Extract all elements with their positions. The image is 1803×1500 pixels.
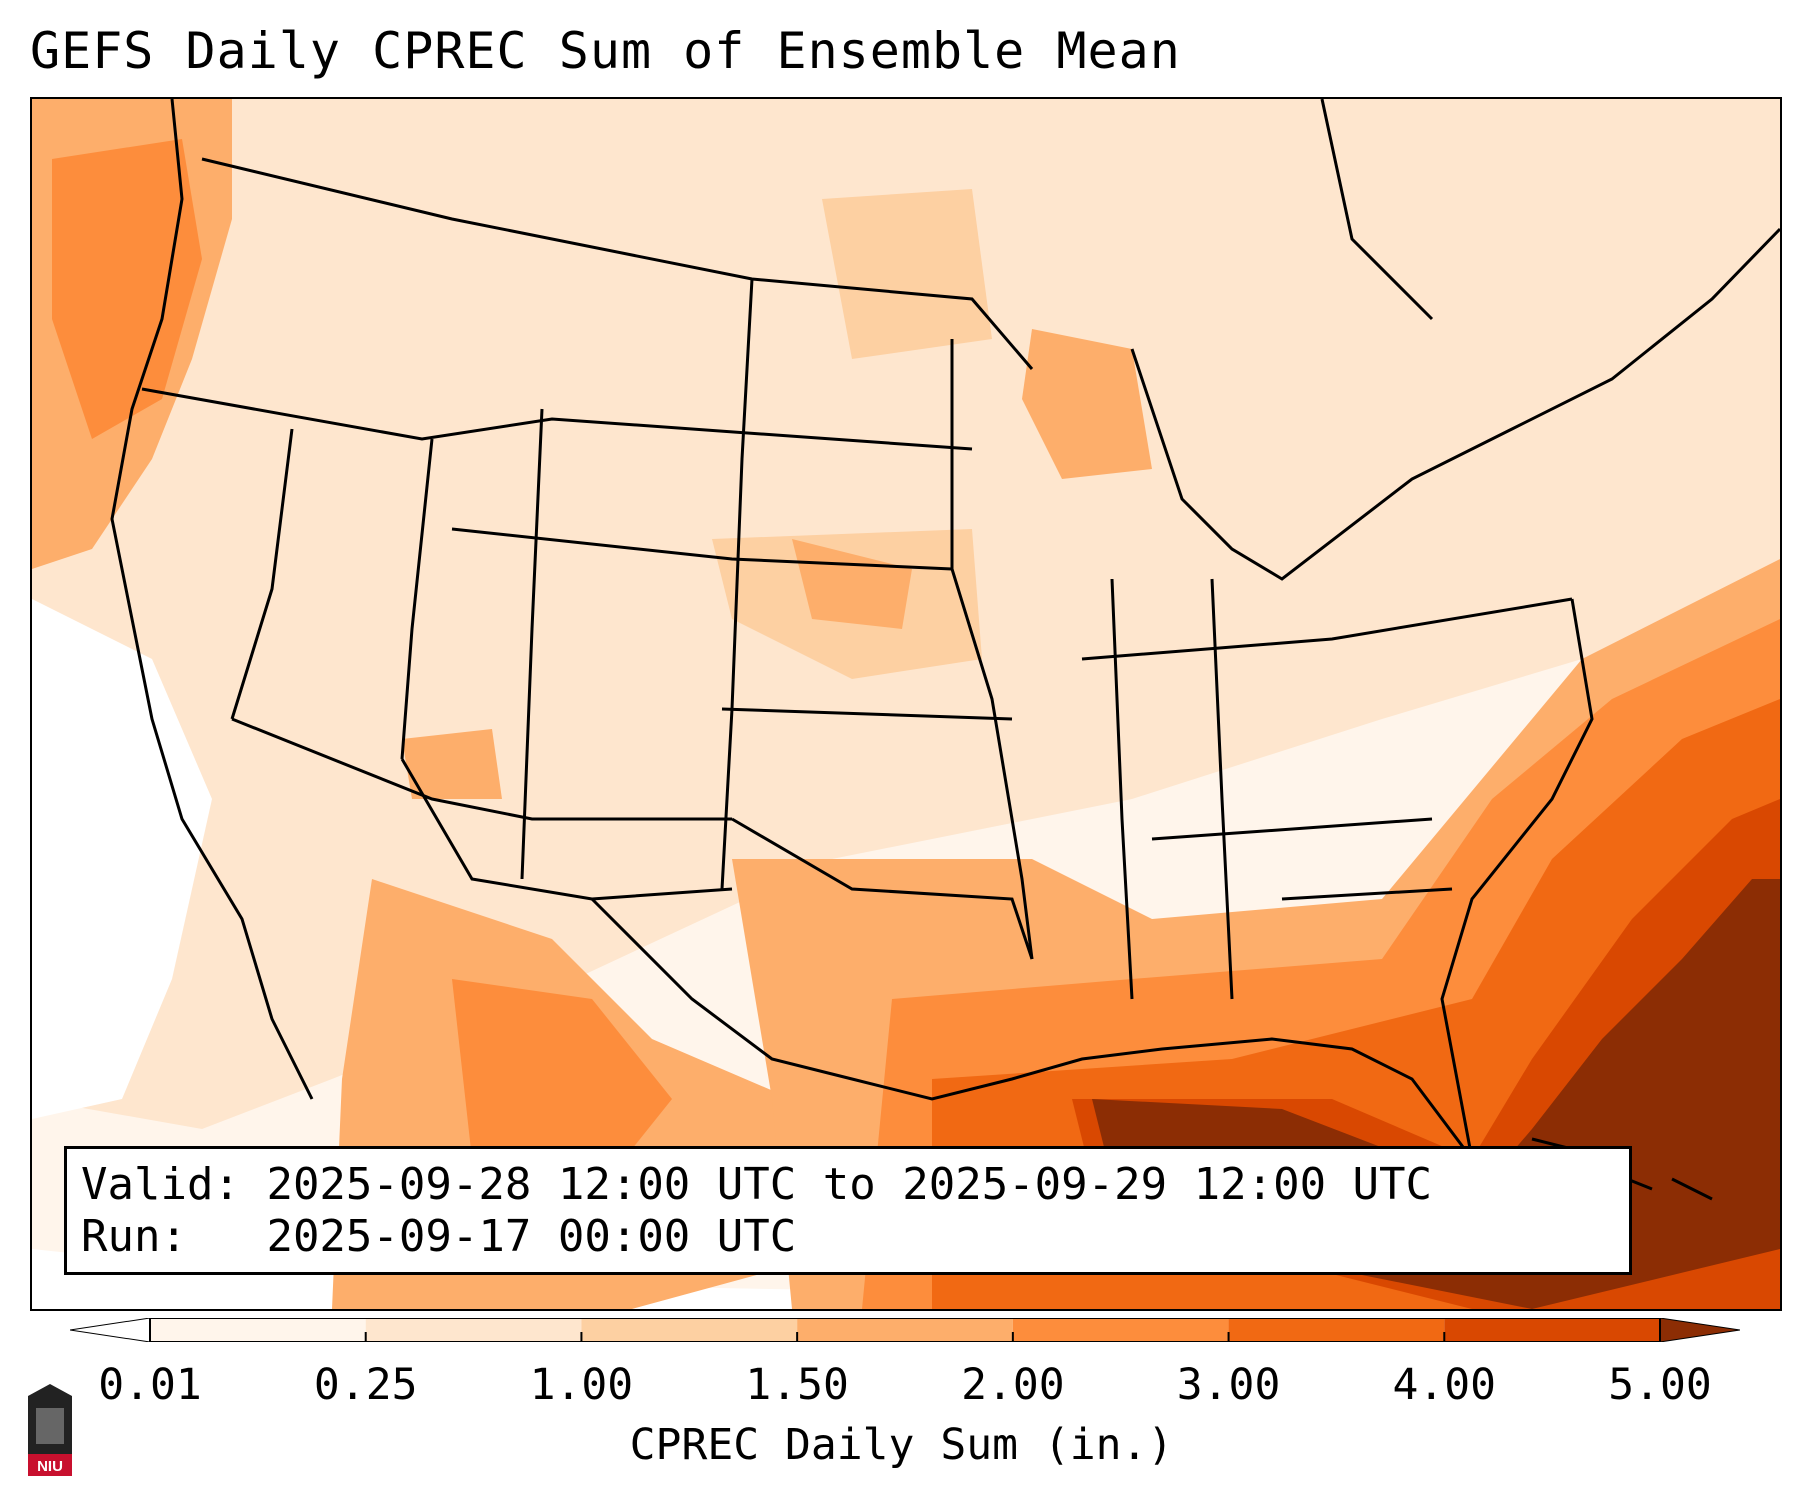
state-line-ohio-valley: [1081, 597, 1573, 661]
colorbar-tick-label: 5.00: [1608, 1360, 1712, 1410]
state-line-ga-fl: [1281, 887, 1453, 901]
state-line-ms-al: [1110, 578, 1134, 1000]
colorbar-tick-label: 3.00: [1176, 1360, 1281, 1410]
run-value: 2025-09-17 00:00 UTC: [266, 1211, 797, 1262]
state-line-ks-ok: [721, 707, 1013, 721]
state-line-mn-ia-mo: [950, 339, 1034, 960]
colorbar-tick-label: 4.00: [1392, 1360, 1497, 1410]
colorbar-segment: [365, 1318, 582, 1342]
state-line-id-nv: [400, 438, 434, 760]
state-line-wy-ut: [520, 408, 544, 880]
colorbar-segment: [150, 1318, 366, 1342]
niu-logo-text: NIU: [37, 1458, 63, 1475]
valid-line: Valid: 2025-09-28 12:00 UTC to 2025-09-2…: [81, 1159, 1615, 1211]
run-line: Run: 2025-09-17 00:00 UTC: [81, 1211, 1615, 1263]
colorbar-segment: [797, 1318, 1013, 1342]
colorbar-tick-label: 0.25: [313, 1360, 418, 1410]
state-line-az-nm: [400, 758, 733, 901]
colorbar-outline: [149, 1318, 1661, 1342]
colorbar-tick-label: 1.50: [745, 1360, 849, 1410]
great-lakes-northeast: [1130, 227, 1780, 581]
canada-east: [1320, 99, 1434, 321]
chart-title: GEFS Daily CPREC Sum of Ensemble Mean: [30, 22, 1181, 80]
map-canvas: [32, 99, 1780, 1309]
niu-logo-band: [28, 1454, 72, 1476]
colorbar-extend-high: [1659, 1318, 1740, 1342]
colorbar-extend-low: [70, 1318, 151, 1342]
colorbar: [70, 1318, 1740, 1342]
colorbar-tick-label: 2.00: [961, 1360, 1065, 1410]
shade-great-lakes: [1022, 329, 1152, 479]
shade-pacific-low: [32, 599, 212, 1119]
valid-label: Valid:: [81, 1159, 240, 1210]
state-line-al-ga: [1210, 578, 1234, 1000]
run-info-box: Valid: 2025-09-28 12:00 UTC to 2025-09-2…: [64, 1146, 1632, 1275]
shade-mexico-core: [452, 979, 672, 1199]
state-line-ok-tx: [731, 817, 1034, 960]
colorbar-segment: [581, 1318, 798, 1342]
run-label: Run:: [81, 1211, 187, 1262]
gulf-coastline: [590, 897, 1514, 1201]
colorbar-segment: [1444, 1318, 1660, 1342]
state-line-or-nv: [230, 428, 294, 720]
west-coastline: [110, 99, 314, 1100]
shade-arizona: [402, 729, 502, 799]
shade-north-plains: [822, 189, 992, 359]
shade-pacific-nw-core: [52, 139, 202, 439]
state-line-mt-dakotas: [720, 278, 754, 890]
colorbar-segment: [1228, 1318, 1445, 1342]
state-line-southwest: [231, 717, 732, 821]
niu-logo: NIU: [28, 1384, 72, 1476]
state-line-central: [451, 527, 953, 571]
colorbar-tick-label: 0.01: [98, 1360, 202, 1410]
colorbar-segment: [1012, 1318, 1229, 1342]
colorbar-tick-label: 1.00: [529, 1360, 634, 1410]
state-line-north: [141, 387, 973, 451]
shade-plains-core: [792, 539, 912, 629]
precipitation-map: [30, 97, 1782, 1311]
boundaries: [110, 99, 1780, 1201]
east-coastline: [1440, 598, 1594, 1160]
valid-value: 2025-09-28 12:00 UTC to 2025-09-29 12:00…: [266, 1159, 1433, 1210]
state-line-tn: [1151, 817, 1433, 841]
colorbar-label: CPREC Daily Sum (in.): [629, 1420, 1174, 1470]
